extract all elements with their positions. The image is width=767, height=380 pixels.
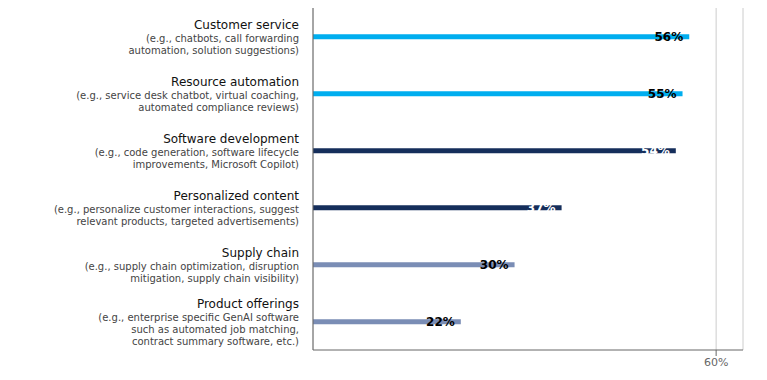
svg-text:(e.g., supply chain optimizati: (e.g., supply chain optimization, disrup…: [85, 261, 299, 272]
svg-text:22%: 22%: [426, 315, 455, 329]
svg-text:automation, solution suggestio: automation, solution suggestions): [128, 45, 299, 56]
svg-text:60%: 60%: [704, 356, 728, 369]
svg-text:automated compliance reviews): automated compliance reviews): [138, 102, 299, 113]
svg-text:Product offerings: Product offerings: [197, 297, 299, 311]
svg-text:Supply chain: Supply chain: [222, 246, 299, 260]
svg-text:(e.g., chatbots, call forwardi: (e.g., chatbots, call forwarding: [146, 33, 299, 44]
svg-text:(e.g., service desk chatbot, v: (e.g., service desk chatbot, virtual coa…: [76, 90, 299, 101]
svg-text:56%: 56%: [655, 30, 684, 44]
svg-text:Personalized content: Personalized content: [174, 189, 300, 203]
svg-text:30%: 30%: [480, 258, 509, 272]
svg-text:improvements, Microsoft Copilo: improvements, Microsoft Copilot): [133, 159, 299, 170]
svg-text:55%: 55%: [648, 87, 677, 101]
svg-text:Resource automation: Resource automation: [171, 75, 299, 89]
svg-text:Software development: Software development: [163, 132, 299, 146]
svg-text:Customer service: Customer service: [194, 18, 299, 32]
svg-text:mitigation, supply chain visib: mitigation, supply chain visibility): [130, 273, 299, 284]
svg-text:54%: 54%: [641, 144, 670, 158]
svg-text:(e.g., personalize customer in: (e.g., personalize customer interactions…: [54, 204, 299, 215]
svg-text:37%: 37%: [527, 201, 556, 215]
svg-text:relevant products, targeted ad: relevant products, targeted advertisemen…: [76, 216, 299, 227]
svg-text:contract summary software, etc: contract summary software, etc.): [132, 336, 299, 347]
svg-text:(e.g., code generation, softwa: (e.g., code generation, software lifecyc…: [95, 147, 299, 158]
svg-text:(e.g., enterprise specific Gen: (e.g., enterprise specific GenAI softwar…: [98, 312, 299, 323]
svg-text:such as automated job matching: such as automated job matching,: [131, 324, 299, 335]
